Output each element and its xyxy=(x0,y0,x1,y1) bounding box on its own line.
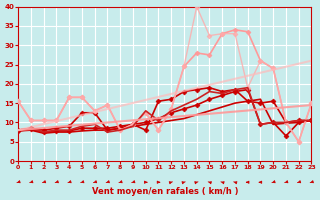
X-axis label: Vent moyen/en rafales ( km/h ): Vent moyen/en rafales ( km/h ) xyxy=(92,187,238,196)
